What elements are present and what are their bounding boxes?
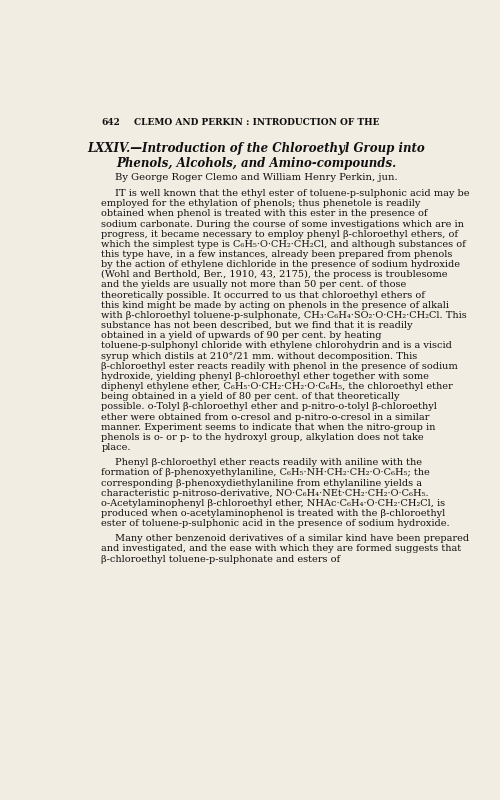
Text: theoretically possible. It occurred to us that chloroethyl ethers of: theoretically possible. It occurred to u… (101, 290, 425, 300)
Text: characteristic p-nitroso-derivative, NO·C₆H₄·NEt·CH₂·CH₂·O·C₆H₅.: characteristic p-nitroso-derivative, NO·… (101, 489, 429, 498)
Text: CLEMO AND PERKIN : INTRODUCTION OF THE: CLEMO AND PERKIN : INTRODUCTION OF THE (134, 118, 379, 126)
Text: progress, it became necessary to employ phenyl β-chloroethyl ethers, of: progress, it became necessary to employ … (101, 230, 458, 238)
Text: manner. Experiment seems to indicate that when the nitro-group in: manner. Experiment seems to indicate tha… (101, 422, 436, 432)
Text: ether were obtained from o-cresol and p-nitro-o-cresol in a similar: ether were obtained from o-cresol and p-… (101, 413, 430, 422)
Text: being obtained in a yield of 80 per cent. of that theoretically: being obtained in a yield of 80 per cent… (101, 392, 400, 402)
Text: 642: 642 (101, 118, 120, 126)
Text: corresponding β-phenoxydiethylaniline from ethylaniline yields a: corresponding β-phenoxydiethylaniline fr… (101, 478, 422, 487)
Text: β-chloroethyl toluene-p-sulphonate and esters of: β-chloroethyl toluene-p-sulphonate and e… (101, 554, 340, 564)
Text: and the yields are usually not more than 50 per cent. of those: and the yields are usually not more than… (101, 281, 406, 290)
Text: and investigated, and the ease with which they are formed suggests that: and investigated, and the ease with whic… (101, 545, 462, 554)
Text: which the simplest type is C₆H₅·O·CH₂·CH₂Cl, and although substances of: which the simplest type is C₆H₅·O·CH₂·CH… (101, 240, 466, 249)
Text: employed for the ethylation of phenols; thus phenetole is readily: employed for the ethylation of phenols; … (101, 199, 420, 208)
Text: this kind might be made by acting on phenols in the presence of alkali: this kind might be made by acting on phe… (101, 301, 449, 310)
Text: By George Roger Clemo and William Henry Perkin, jun.: By George Roger Clemo and William Henry … (115, 173, 398, 182)
Text: β-chloroethyl ester reacts readily with phenol in the presence of sodium: β-chloroethyl ester reacts readily with … (101, 362, 458, 371)
Text: ester of toluene-p-sulphonic acid in the presence of sodium hydroxide.: ester of toluene-p-sulphonic acid in the… (101, 519, 450, 528)
Text: by the action of ethylene dichloride in the presence of sodium hydroxide: by the action of ethylene dichloride in … (101, 260, 460, 269)
Text: IT is well known that the ethyl ester of toluene-p-sulphonic acid may be: IT is well known that the ethyl ester of… (115, 189, 470, 198)
Text: o-Acetylaminophenyl β-chloroethyl ether, NHAc·C₆H₄·O·CH₂·CH₂Cl, is: o-Acetylaminophenyl β-chloroethyl ether,… (101, 499, 446, 508)
Text: this type have, in a few instances, already been prepared from phenols: this type have, in a few instances, alre… (101, 250, 453, 259)
Text: Many other benzenoid derivatives of a similar kind have been prepared: Many other benzenoid derivatives of a si… (115, 534, 469, 543)
Text: (Wohl and Berthold, Ber., 1910, 43, 2175), the process is troublesome: (Wohl and Berthold, Ber., 1910, 43, 2175… (101, 270, 448, 279)
Text: obtained in a yield of upwards of 90 per cent. by heating: obtained in a yield of upwards of 90 per… (101, 331, 382, 340)
Text: place.: place. (101, 443, 131, 452)
Text: phenols is o- or p- to the hydroxyl group, alkylation does not take: phenols is o- or p- to the hydroxyl grou… (101, 433, 424, 442)
Text: possible. o-Tolyl β-chloroethyl ether and p-nitro-o-tolyl β-chloroethyl: possible. o-Tolyl β-chloroethyl ether an… (101, 402, 437, 411)
Text: with β-chloroethyl toluene-p-sulphonate, CH₃·C₆H₄·SO₂·O·CH₂·CH₂Cl. This: with β-chloroethyl toluene-p-sulphonate,… (101, 311, 467, 320)
Text: Phenyl β-chloroethyl ether reacts readily with aniline with the: Phenyl β-chloroethyl ether reacts readil… (115, 458, 422, 467)
Text: Phenols, Alcohols, and Amino-compounds.: Phenols, Alcohols, and Amino-compounds. (116, 157, 396, 170)
Text: toluene-p-sulphonyl chloride with ethylene chlorohydrin and is a viscid: toluene-p-sulphonyl chloride with ethyle… (101, 342, 452, 350)
Text: sodium carbonate. During the course of some investigations which are in: sodium carbonate. During the course of s… (101, 219, 464, 229)
Text: substance has not been described, but we find that it is readily: substance has not been described, but we… (101, 321, 413, 330)
Text: formation of β-phenoxyethylaniline, C₆H₅·NH·CH₂·CH₂·O·C₆H₅; the: formation of β-phenoxyethylaniline, C₆H₅… (101, 468, 430, 478)
Text: syrup which distils at 210°/21 mm. without decomposition. This: syrup which distils at 210°/21 mm. witho… (101, 352, 418, 361)
Text: LXXIV.—Introduction of the Chloroethyl Group into: LXXIV.—Introduction of the Chloroethyl G… (88, 142, 425, 155)
Text: hydroxide, yielding phenyl β-chloroethyl ether together with some: hydroxide, yielding phenyl β-chloroethyl… (101, 372, 429, 381)
Text: obtained when phenol is treated with this ester in the presence of: obtained when phenol is treated with thi… (101, 210, 428, 218)
Text: diphenyl ethylene ether, C₆H₅·O·CH₂·CH₂·O·C₆H₅, the chloroethyl ether: diphenyl ethylene ether, C₆H₅·O·CH₂·CH₂·… (101, 382, 453, 391)
Text: produced when o-acetylaminophenol is treated with the β-chloroethyl: produced when o-acetylaminophenol is tre… (101, 509, 446, 518)
